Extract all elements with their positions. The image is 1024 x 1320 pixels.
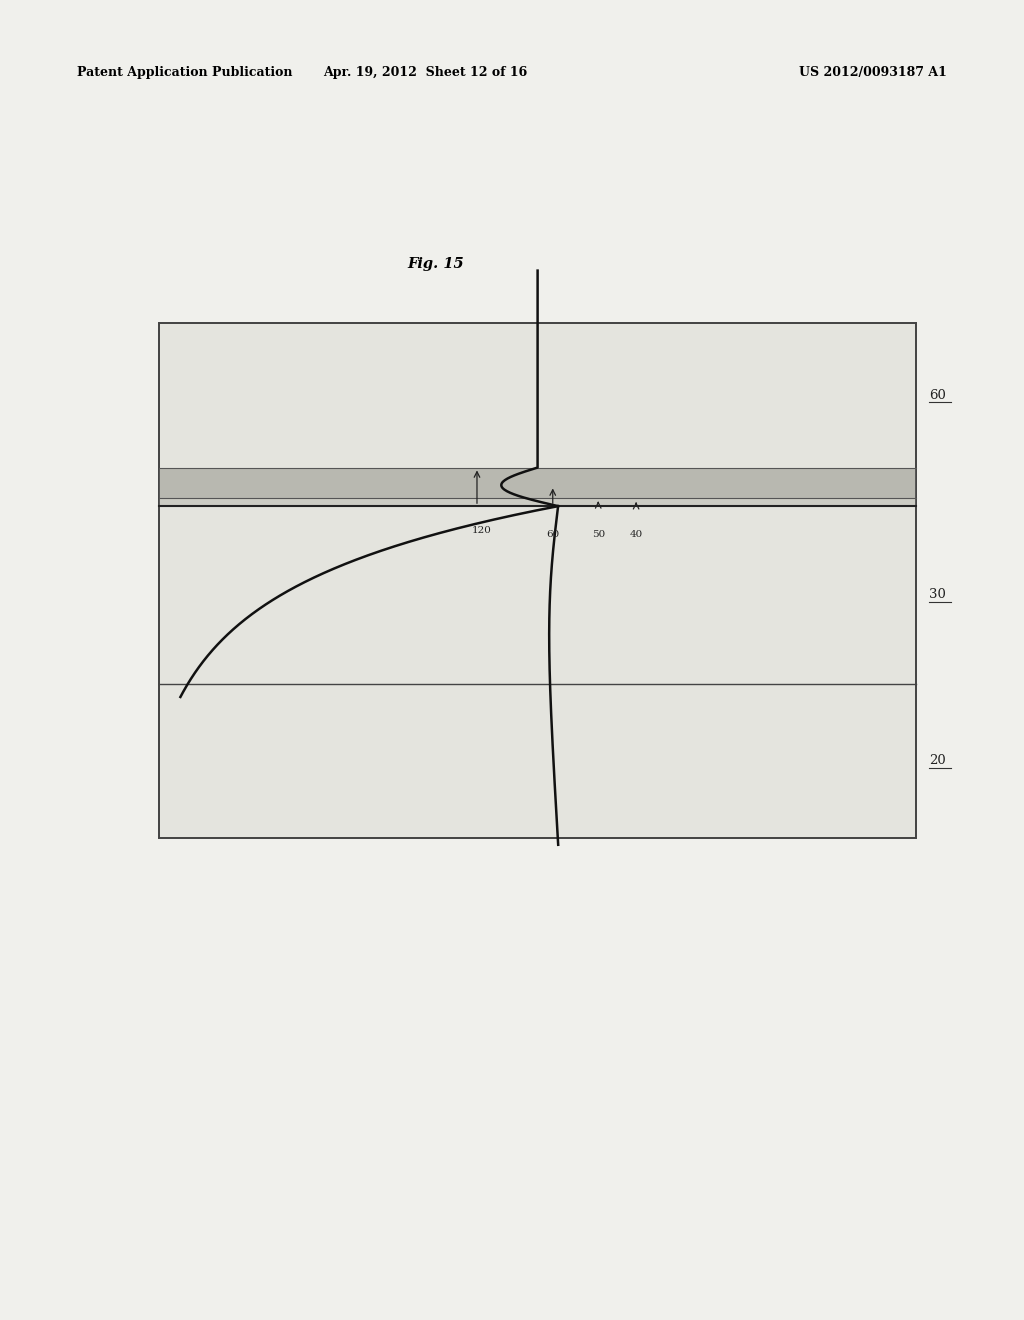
Bar xyxy=(159,323,916,838)
Text: 30: 30 xyxy=(929,589,945,602)
Text: Fig. 15: Fig. 15 xyxy=(407,257,464,271)
Text: US 2012/0093187 A1: US 2012/0093187 A1 xyxy=(800,66,947,79)
Bar xyxy=(159,467,916,499)
Text: 120: 120 xyxy=(472,525,493,535)
Text: 20: 20 xyxy=(929,755,945,767)
Text: 40: 40 xyxy=(630,529,643,539)
Text: Patent Application Publication: Patent Application Publication xyxy=(77,66,292,79)
Bar xyxy=(159,499,916,506)
Text: 60: 60 xyxy=(546,529,559,539)
Text: 60: 60 xyxy=(929,389,945,403)
Text: 50: 50 xyxy=(592,529,605,539)
Text: Apr. 19, 2012  Sheet 12 of 16: Apr. 19, 2012 Sheet 12 of 16 xyxy=(323,66,527,79)
